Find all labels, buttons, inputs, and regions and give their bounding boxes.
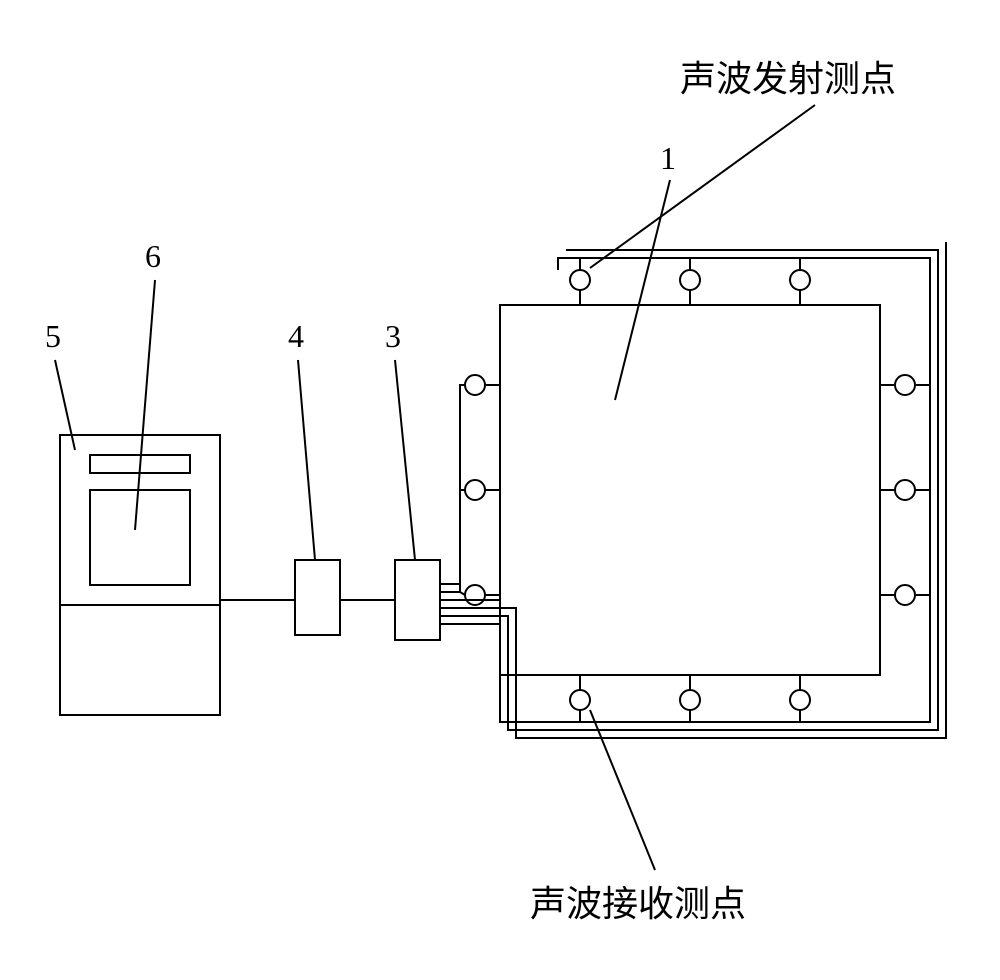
label-num-6: 6 bbox=[145, 238, 161, 275]
label-num-1: 1 bbox=[660, 140, 676, 177]
sensor-top-1 bbox=[570, 270, 590, 290]
computer-screen bbox=[90, 490, 190, 585]
leader-top-right bbox=[590, 105, 815, 268]
box-3 bbox=[395, 560, 440, 640]
sensor-right-2 bbox=[895, 480, 915, 500]
sensor-left-3 bbox=[465, 585, 485, 605]
leader-4 bbox=[298, 360, 315, 560]
leader-bottom bbox=[590, 710, 655, 870]
wire-to-left-2 bbox=[460, 490, 465, 592]
specimen-box bbox=[500, 305, 880, 675]
sensor-right-3 bbox=[895, 585, 915, 605]
wire-ring-2 bbox=[500, 250, 938, 730]
sensor-bottom-2 bbox=[680, 690, 700, 710]
sensor-top-3 bbox=[790, 270, 810, 290]
sensor-bottom-1 bbox=[570, 690, 590, 710]
label-top-right: 声波发射测点 bbox=[680, 50, 896, 102]
sensor-right-1 bbox=[895, 375, 915, 395]
sensor-left-1 bbox=[465, 375, 485, 395]
leader-3 bbox=[395, 360, 415, 560]
sensor-left-2 bbox=[465, 480, 485, 500]
wire-ring-inner bbox=[500, 258, 930, 722]
diagram-canvas bbox=[0, 0, 1000, 980]
label-num-4: 4 bbox=[288, 318, 304, 355]
leader-5 bbox=[55, 360, 75, 450]
sensor-top-2 bbox=[680, 270, 700, 290]
label-num-5: 5 bbox=[45, 318, 61, 355]
wire-to-left-3 bbox=[460, 592, 465, 595]
sensor-bottom-3 bbox=[790, 690, 810, 710]
leader-1 bbox=[615, 180, 670, 400]
box-4 bbox=[295, 560, 340, 635]
label-num-3: 3 bbox=[385, 318, 401, 355]
leader-6 bbox=[135, 280, 155, 530]
label-bottom: 声波接收测点 bbox=[530, 875, 746, 927]
